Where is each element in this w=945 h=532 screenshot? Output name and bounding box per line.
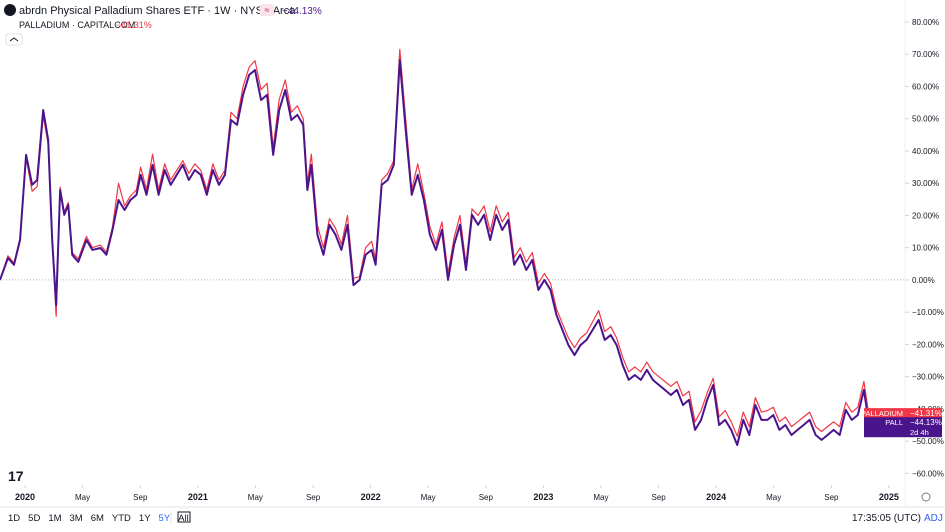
price-label-bg [864, 417, 942, 438]
compare-symbol-title[interactable]: PALLADIUM · CAPITALCOM [19, 20, 135, 30]
x-tick-label: May [593, 493, 608, 502]
x-tick-label: 2024 [706, 492, 726, 502]
price-label-name: PALLADIUM [861, 409, 903, 418]
settings-icon[interactable] [921, 492, 931, 502]
date-range-icon[interactable] [177, 511, 191, 523]
countdown: 2d 4h [910, 428, 929, 437]
y-tick-label: −30.00% [912, 373, 944, 382]
compare-icon[interactable] [260, 4, 274, 16]
y-tick-label: −60.00% [912, 469, 944, 478]
range-button[interactable]: 5D [28, 513, 40, 524]
y-tick-label: 50.00% [912, 115, 939, 124]
y-tick-label: 10.00% [912, 244, 939, 253]
price-label-value: −41.31% [910, 409, 942, 418]
series-line [0, 59, 877, 447]
x-tick-label: 2020 [15, 492, 35, 502]
range-button[interactable]: 3M [70, 513, 83, 524]
price-label-name: PALL [885, 418, 903, 427]
price-label-bg [864, 408, 942, 419]
y-tick-label: −20.00% [912, 340, 944, 349]
range-button[interactable]: All [178, 513, 189, 524]
main-change: −44.13% [282, 6, 322, 17]
y-tick-label: 80.00% [912, 18, 939, 27]
y-tick-label: −10.00% [912, 308, 944, 317]
x-tick-label: Sep [824, 493, 839, 502]
range-button[interactable]: 1M [48, 513, 61, 524]
y-tick-label: 20.00% [912, 211, 939, 220]
y-tick-label: 30.00% [912, 179, 939, 188]
y-tick-label: 60.00% [912, 82, 939, 91]
x-tick-label: May [766, 493, 781, 502]
x-tick-label: 2023 [533, 492, 553, 502]
x-tick-label: 2021 [188, 492, 208, 502]
series-line [0, 48, 877, 437]
x-tick-label: Sep [306, 493, 321, 502]
collapse-chevron [9, 37, 19, 42]
x-tick-label: May [75, 493, 90, 502]
x-tick-label: 2025 [879, 492, 899, 502]
x-tick-label: Sep [652, 493, 667, 502]
tv-logo[interactable]: 17 [8, 468, 24, 484]
y-tick-label: 40.00% [912, 147, 939, 156]
x-tick-label: 2022 [361, 492, 381, 502]
range-button[interactable]: 6M [91, 513, 104, 524]
x-tick-label: Sep [133, 493, 148, 502]
range-button[interactable]: 1Y [139, 513, 151, 524]
y-tick-label: 0.00% [912, 276, 935, 285]
compare-icon-glyph: ≈ [265, 5, 270, 15]
y-tick-label: −50.00% [912, 437, 944, 446]
clock: 17:35:05 (UTC) [852, 513, 921, 524]
adj-toggle[interactable]: ADJ [924, 513, 943, 524]
x-tick-label: May [248, 493, 263, 502]
price-label-value: −44.13% [910, 418, 942, 427]
symbol-logo [4, 4, 16, 16]
range-button[interactable]: 1D [8, 513, 20, 524]
range-button[interactable]: 5Y [159, 513, 171, 524]
compare-change: −41.31% [116, 20, 152, 30]
x-tick-label: May [421, 493, 436, 502]
collapse-button[interactable] [5, 33, 23, 46]
x-tick-label: Sep [479, 493, 494, 502]
range-button[interactable]: YTD [112, 513, 131, 524]
main-symbol-title[interactable]: abrdn Physical Palladium Shares ETF · 1W… [19, 5, 296, 17]
y-tick-label: 70.00% [912, 50, 939, 59]
